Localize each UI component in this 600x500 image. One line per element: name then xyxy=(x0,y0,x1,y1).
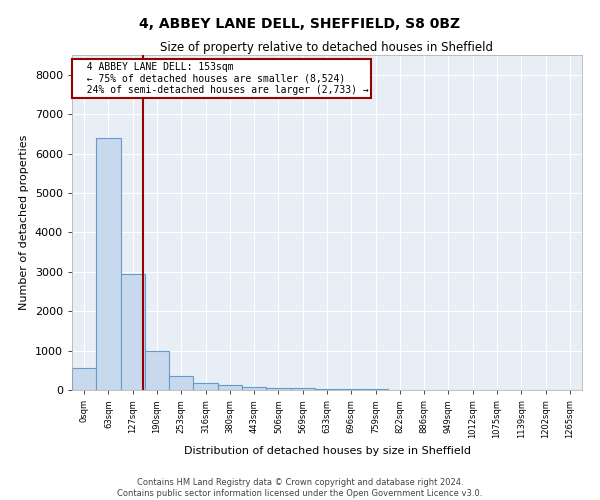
Y-axis label: Number of detached properties: Number of detached properties xyxy=(19,135,29,310)
Bar xyxy=(145,350,169,390)
Bar xyxy=(72,368,96,390)
Title: Size of property relative to detached houses in Sheffield: Size of property relative to detached ho… xyxy=(161,41,493,54)
X-axis label: Distribution of detached houses by size in Sheffield: Distribution of detached houses by size … xyxy=(184,446,470,456)
Bar xyxy=(315,389,339,390)
Bar xyxy=(193,383,218,390)
Bar xyxy=(121,274,145,390)
Text: 4 ABBEY LANE DELL: 153sqm
  ← 75% of detached houses are smaller (8,524)
  24% o: 4 ABBEY LANE DELL: 153sqm ← 75% of detac… xyxy=(74,62,368,95)
Bar xyxy=(218,385,242,390)
Bar xyxy=(290,388,315,390)
Bar xyxy=(169,376,193,390)
Bar xyxy=(266,388,290,390)
Text: 4, ABBEY LANE DELL, SHEFFIELD, S8 0BZ: 4, ABBEY LANE DELL, SHEFFIELD, S8 0BZ xyxy=(139,18,461,32)
Bar xyxy=(242,387,266,390)
Bar xyxy=(339,389,364,390)
Text: Contains HM Land Registry data © Crown copyright and database right 2024.
Contai: Contains HM Land Registry data © Crown c… xyxy=(118,478,482,498)
Bar xyxy=(96,138,121,390)
